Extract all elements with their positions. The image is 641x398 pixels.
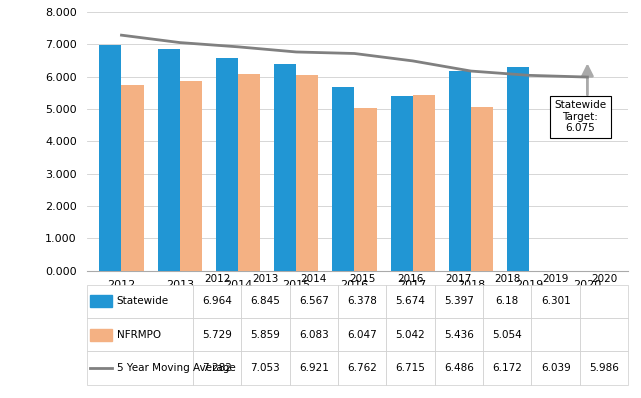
Text: 6.486: 6.486 <box>444 363 474 373</box>
Text: 7.282: 7.282 <box>202 363 232 373</box>
Text: 6.172: 6.172 <box>492 363 522 373</box>
Bar <box>193 285 241 318</box>
Text: 6.567: 6.567 <box>299 296 329 306</box>
Bar <box>90 329 112 341</box>
Bar <box>193 351 241 385</box>
Bar <box>580 351 628 385</box>
Text: 6.964: 6.964 <box>202 296 232 306</box>
Text: 5.986: 5.986 <box>589 363 619 373</box>
Bar <box>290 351 338 385</box>
Text: 2015: 2015 <box>349 273 376 284</box>
Text: 5.397: 5.397 <box>444 296 474 306</box>
Bar <box>531 318 580 351</box>
Text: 6.301: 6.301 <box>541 296 570 306</box>
Bar <box>296 75 319 271</box>
Bar <box>580 285 628 318</box>
Text: 6.715: 6.715 <box>395 363 426 373</box>
Text: 2020: 2020 <box>591 273 617 284</box>
Bar <box>338 351 387 385</box>
Bar <box>158 49 179 271</box>
Bar <box>387 318 435 351</box>
Bar <box>193 318 241 351</box>
Text: 7.053: 7.053 <box>251 363 280 373</box>
Text: 6.845: 6.845 <box>251 296 280 306</box>
Text: 5.729: 5.729 <box>202 330 232 340</box>
Text: 6.378: 6.378 <box>347 296 377 306</box>
Bar <box>413 95 435 271</box>
Bar <box>531 285 580 318</box>
Text: 6.762: 6.762 <box>347 363 377 373</box>
Bar <box>241 285 290 318</box>
Text: 2016: 2016 <box>397 273 424 284</box>
Bar <box>580 318 628 351</box>
Bar <box>241 351 290 385</box>
Bar <box>179 81 202 271</box>
Bar <box>471 107 493 271</box>
Text: 5 Year Moving Average: 5 Year Moving Average <box>117 363 235 373</box>
Text: NFRMPO: NFRMPO <box>117 330 161 340</box>
Bar <box>483 318 531 351</box>
Bar <box>435 285 483 318</box>
Text: 5.859: 5.859 <box>251 330 280 340</box>
Bar <box>338 318 387 351</box>
Bar <box>387 285 435 318</box>
Bar <box>274 64 296 271</box>
Text: 5.042: 5.042 <box>395 330 426 340</box>
Text: 6.083: 6.083 <box>299 330 329 340</box>
Bar <box>507 67 529 271</box>
Bar <box>99 45 122 271</box>
Bar <box>483 351 531 385</box>
Text: 2013: 2013 <box>253 273 279 284</box>
Text: 5.436: 5.436 <box>444 330 474 340</box>
Text: 2019: 2019 <box>542 273 569 284</box>
Bar <box>122 86 144 271</box>
Text: 6.047: 6.047 <box>347 330 377 340</box>
Bar <box>531 351 580 385</box>
Text: 6.921: 6.921 <box>299 363 329 373</box>
Bar <box>290 285 338 318</box>
Bar <box>241 318 290 351</box>
Bar <box>338 285 387 318</box>
Bar <box>390 96 413 271</box>
Text: Statewide
Target:
6.075: Statewide Target: 6.075 <box>554 100 606 133</box>
Bar <box>238 74 260 271</box>
Text: 2017: 2017 <box>445 273 472 284</box>
Bar <box>435 318 483 351</box>
Text: Statewide: Statewide <box>117 296 169 306</box>
Bar <box>354 107 376 271</box>
Text: 2012: 2012 <box>204 273 230 284</box>
Text: 5.054: 5.054 <box>492 330 522 340</box>
Bar <box>387 351 435 385</box>
Bar <box>90 295 112 307</box>
Text: 5.674: 5.674 <box>395 296 426 306</box>
Text: 2018: 2018 <box>494 273 520 284</box>
Bar <box>449 71 471 271</box>
Bar <box>216 58 238 271</box>
Bar <box>483 285 531 318</box>
Text: 6.18: 6.18 <box>495 296 519 306</box>
Bar <box>290 318 338 351</box>
Text: 6.039: 6.039 <box>541 363 570 373</box>
Bar <box>435 351 483 385</box>
Text: 2014: 2014 <box>301 273 327 284</box>
Bar <box>332 87 354 271</box>
